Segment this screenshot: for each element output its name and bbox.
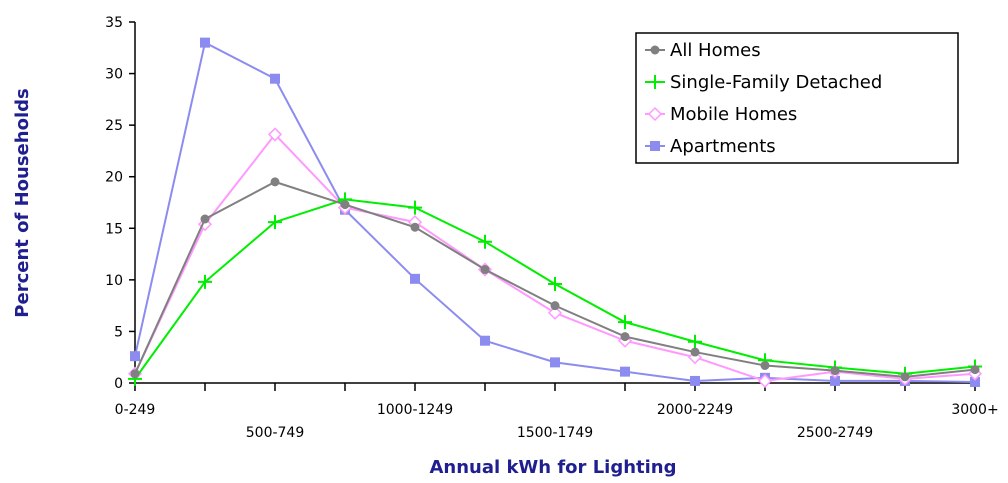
- x-tick-label: 0-249: [115, 402, 156, 418]
- legend-marker: [650, 141, 660, 151]
- x-tick-label: 1000-1249: [377, 402, 453, 418]
- data-point-all-homes: [550, 301, 560, 311]
- data-point-all-homes: [620, 332, 630, 342]
- x-tick-label: 2500-2749: [797, 425, 873, 441]
- legend-entry-single-family-detached: Single-Family Detached: [645, 72, 882, 93]
- y-axis: 0 5 10 15 20 25 30 35: [105, 15, 136, 392]
- data-point-mobile-homes: [757, 373, 773, 388]
- legend-marker: [650, 45, 660, 55]
- data-point-single-family-detached: [688, 334, 702, 349]
- y-tick-label: 25: [105, 118, 123, 134]
- series-all-homes: [130, 177, 980, 382]
- data-point-apartments: [200, 37, 210, 48]
- data-point-apartments: [550, 357, 560, 368]
- data-point-apartments: [970, 376, 980, 387]
- x-tick-label: 500-749: [246, 425, 305, 441]
- y-axis-title: Percent of Households: [12, 88, 33, 317]
- data-point-apartments: [270, 73, 280, 84]
- data-point-single-family-detached: [618, 315, 632, 330]
- y-tick-label: 0: [114, 376, 123, 392]
- y-tick-label: 20: [105, 170, 123, 186]
- data-point-apartments: [410, 273, 420, 284]
- data-point-all-homes: [760, 360, 770, 370]
- data-point-all-homes: [130, 369, 140, 379]
- series-mobile-homes: [127, 127, 983, 388]
- series-layer: [127, 37, 983, 388]
- y-tick-label: 30: [105, 67, 123, 83]
- x-axis: 0-249 500-749 1000-1249 1500-1749 2000-2249 2…: [115, 382, 999, 441]
- y-tick-label: 10: [105, 273, 123, 289]
- data-point-all-homes: [340, 200, 350, 210]
- data-point-apartments: [130, 351, 140, 362]
- legend-label: All Homes: [670, 40, 761, 61]
- legend-entry-mobile-homes: Mobile Homes: [645, 104, 797, 125]
- data-point-apartments: [620, 366, 630, 377]
- data-point-apartments: [830, 375, 840, 386]
- y-tick-label: 15: [105, 221, 123, 237]
- legend-label: Single-Family Detached: [670, 72, 882, 93]
- legend-marker: [647, 106, 663, 122]
- data-point-all-homes: [690, 347, 700, 357]
- x-tick-label: 1500-1749: [517, 425, 593, 441]
- data-point-mobile-homes: [547, 305, 563, 320]
- legend-box: [635, 32, 959, 164]
- data-point-all-homes: [480, 265, 490, 275]
- x-tick-label: 2000-2249: [657, 402, 733, 418]
- data-point-single-family-detached: [198, 274, 212, 289]
- y-tick-label: 5: [114, 324, 123, 340]
- data-point-apartments: [480, 335, 490, 346]
- data-point-all-homes: [410, 222, 420, 232]
- legend: All Homes Single-Family Detached Mobile Ho…: [635, 32, 959, 164]
- series-line-mobile-homes: [134, 132, 976, 382]
- data-point-all-homes: [200, 214, 210, 224]
- data-point-single-family-detached: [408, 200, 422, 215]
- data-point-all-homes: [900, 372, 910, 382]
- legend-marker: [648, 75, 662, 89]
- data-point-all-homes: [830, 366, 840, 376]
- series-apartments: [130, 37, 980, 387]
- y-tick-label: 35: [105, 15, 123, 31]
- data-point-mobile-homes: [267, 127, 283, 142]
- legend-entry-apartments: Apartments: [645, 136, 776, 157]
- legend-entry-all-homes: All Homes: [645, 40, 761, 61]
- x-tick-label: 3000+: [951, 402, 998, 418]
- data-point-all-homes: [270, 177, 280, 187]
- x-axis-title: Annual kWh for Lighting: [429, 457, 676, 478]
- data-point-single-family-detached: [548, 276, 562, 291]
- data-point-apartments: [690, 375, 700, 386]
- data-point-single-family-detached: [478, 234, 492, 249]
- legend-label: Apartments: [670, 136, 776, 157]
- data-point-all-homes: [970, 365, 980, 375]
- series-single-family-detached: [128, 192, 982, 386]
- data-point-single-family-detached: [268, 215, 282, 230]
- legend-label: Mobile Homes: [670, 104, 797, 125]
